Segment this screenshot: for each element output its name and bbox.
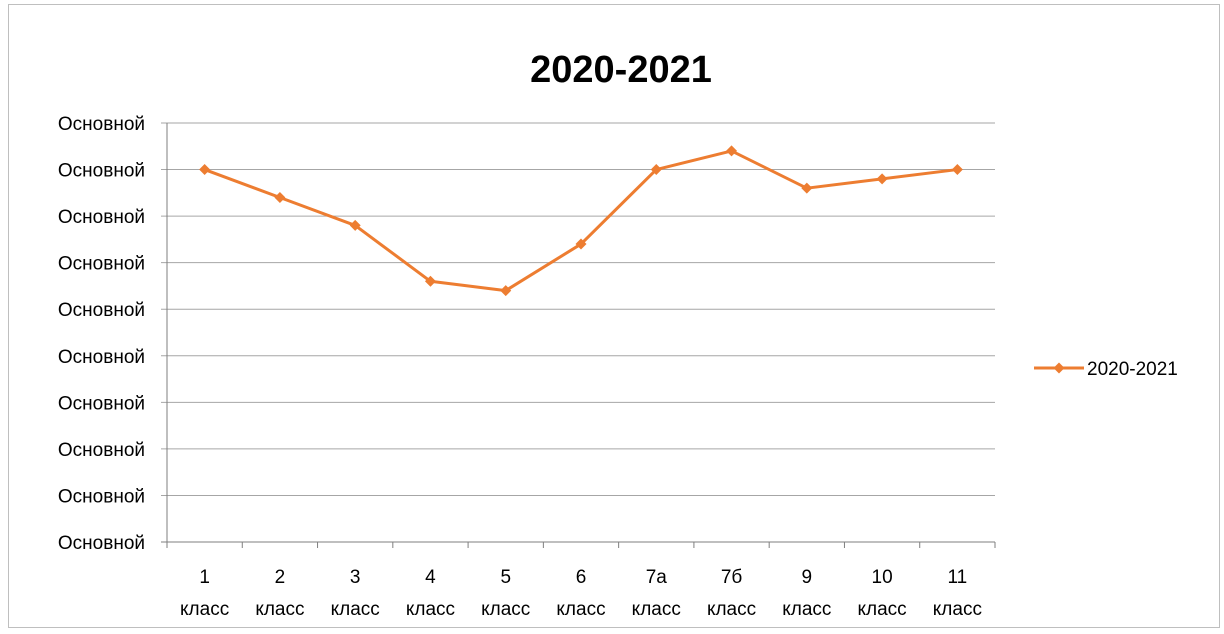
chart-title: 2020-2021 [530,49,712,91]
y-tick-label: Основной [58,393,145,414]
data-point [951,164,963,176]
data-point [500,285,512,297]
data-point [801,182,813,194]
y-tick-label: Основной [58,440,145,461]
x-tick-label: класс [481,599,530,620]
x-axis-tick-labels: 1 класс 2 класс 3 класс 4 класс 5 класс 6 класс 7а кл… [180,567,982,620]
x-tick-label: 3 [350,567,361,588]
x-tick-label: 5 [500,567,511,588]
data-point [349,219,361,231]
y-axis-tick-labels: Основной Основной Основной Основной Основной… [58,114,145,554]
x-tick-label: класс [857,599,906,620]
x-tick-label: 2 [275,567,286,588]
gridlines [161,122,995,496]
y-tick-label: Основной [58,347,145,368]
x-tick-label: класс [406,599,455,620]
x-tick-label: 4 [425,567,436,588]
y-tick-label: Основной [58,207,145,228]
chart-frame: 2020-2021 Основной Основной Основной Основн… [8,4,1220,628]
y-tick-label: Основной [58,486,145,507]
x-tick-label: класс [331,599,380,620]
legend-marker [1053,362,1065,374]
x-tick-label: класс [707,599,756,620]
x-tick-label: 9 [802,567,813,588]
y-tick-label: Основной [58,114,145,135]
axes [161,123,996,548]
series-layer [199,145,963,297]
x-tick-label: 11 [947,567,967,588]
x-tick-label: 7а [646,567,668,588]
x-tick-label: класс [782,599,831,620]
x-tick-label: класс [180,599,229,620]
data-point [199,164,211,176]
x-tick-label: класс [255,599,304,620]
data-point [575,238,587,250]
x-tick-label: класс [933,599,982,620]
x-tick-label: 1 [199,567,210,588]
x-tick-label: 10 [872,567,893,588]
y-tick-label: Основной [58,161,145,182]
line-chart: 2020-2021 ОсновнойОсновнойОсновнойОсновн… [58,49,1178,620]
x-tick-label: класс [632,599,681,620]
x-tick-label: класс [556,599,605,620]
data-point [424,275,436,287]
legend: 2020-2021 [1034,359,1178,380]
data-point [274,191,286,203]
y-tick-label: Основной [58,533,145,554]
y-tick-label: Основной [58,254,145,275]
data-point [876,173,888,185]
y-tick-label: Основной [58,300,145,321]
x-tick-label: 6 [576,567,587,588]
series-line [204,149,958,293]
legend-label: 2020-2021 [1087,359,1178,380]
data-point [726,145,738,157]
x-tick-label: 7б [721,567,743,588]
data-point [650,164,662,176]
